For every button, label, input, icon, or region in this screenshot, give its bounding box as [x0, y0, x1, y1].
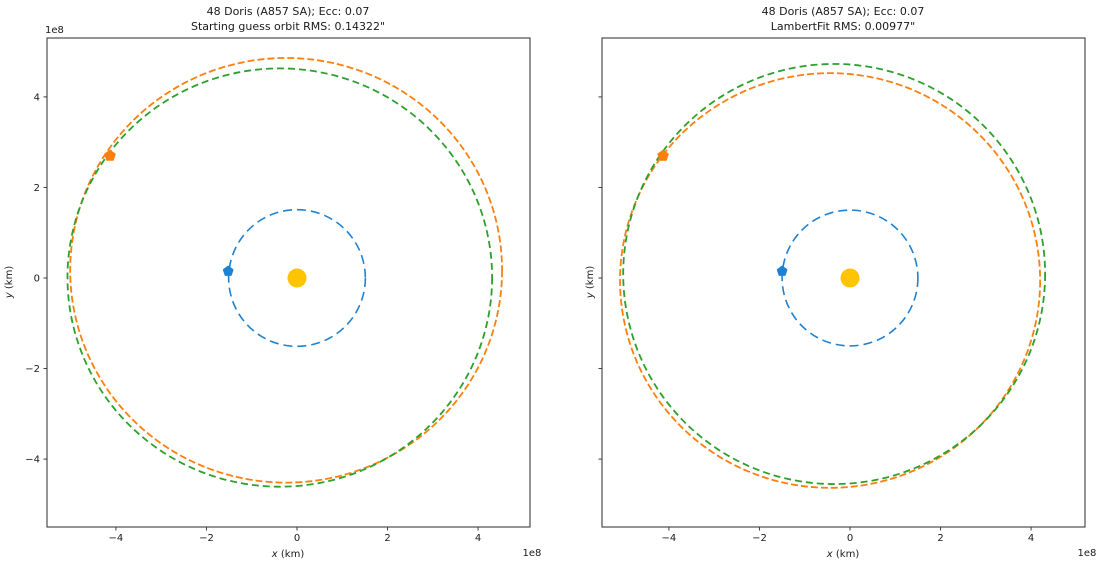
y-axis-unit: (km) [4, 266, 15, 293]
y-tick-label: −4 [25, 455, 40, 466]
x-tick-label: 4 [1028, 533, 1034, 544]
subplot-left: −4 −2 0 2 4 4 2 0 −2 −4 48 Doris (A857 SA); Ecc: … [4, 5, 541, 560]
earth-orbit [227, 208, 367, 348]
plot-area-right: −4 −2 0 2 4 [598, 37, 1086, 544]
x-tick-label: 0 [847, 533, 853, 544]
plot-subtitle: Starting guess orbit RMS: 0.14322" [191, 20, 385, 33]
y-axis-offset-label: 1e8 [45, 25, 64, 36]
reference-orbit [622, 63, 1047, 485]
y-tick-label: −2 [25, 364, 40, 375]
starting-guess-orbit [69, 57, 503, 484]
y-tick-label: 0 [34, 274, 40, 285]
y-axis-unit: (km) [585, 266, 596, 293]
earth-orbit [781, 209, 919, 347]
x-axis-unit: (km) [278, 549, 305, 560]
reference-orbit [66, 67, 494, 488]
sun-marker [840, 268, 860, 288]
x-axis-unit: (km) [833, 549, 860, 560]
x-axis-offset-label: 1e8 [1078, 548, 1096, 559]
x-tick-label: 2 [384, 533, 390, 544]
x-axis-label: x (km) [271, 549, 305, 560]
earth-marker [776, 265, 788, 276]
y-tick-label: 4 [34, 92, 40, 103]
plot-subtitle: LambertFit RMS: 0.00977" [771, 20, 915, 33]
subplot-right: −4 −2 0 2 4 48 Doris (A857 SA); Ecc: 0.07 La… [585, 5, 1096, 560]
plot-frame [601, 37, 1086, 528]
sun-marker [287, 268, 307, 288]
lambertfit-orbit [619, 72, 1042, 489]
plot-title: 48 Doris (A857 SA); Ecc: 0.07 [207, 5, 370, 18]
y-axis-variable: y [4, 291, 15, 299]
earth-marker [222, 265, 234, 276]
x-tick-label: −4 [109, 533, 124, 544]
asteroid-marker [104, 149, 116, 161]
y-tick-label: 2 [34, 183, 40, 194]
x-tick-label: 0 [294, 533, 300, 544]
x-axis-variable: x [271, 549, 278, 560]
plot-area-left: −4 −2 0 2 4 4 2 0 −2 −4 [25, 37, 531, 544]
plot-title: 48 Doris (A857 SA); Ecc: 0.07 [762, 5, 925, 18]
x-tick-label: −4 [662, 533, 677, 544]
x-axis-offset-label: 1e8 [523, 548, 542, 559]
x-tick-label: 2 [937, 533, 943, 544]
x-axis-label: x (km) [826, 549, 860, 560]
x-tick-label: −2 [752, 533, 767, 544]
x-tick-label: 4 [475, 533, 481, 544]
x-tick-label: −2 [199, 533, 214, 544]
plot-frame [46, 37, 531, 528]
y-axis-label: y (km) [4, 266, 15, 300]
x-axis-variable: x [826, 549, 833, 560]
y-axis-label: y (km) [585, 266, 596, 300]
asteroid-marker [657, 149, 669, 161]
y-axis-variable: y [585, 291, 596, 299]
